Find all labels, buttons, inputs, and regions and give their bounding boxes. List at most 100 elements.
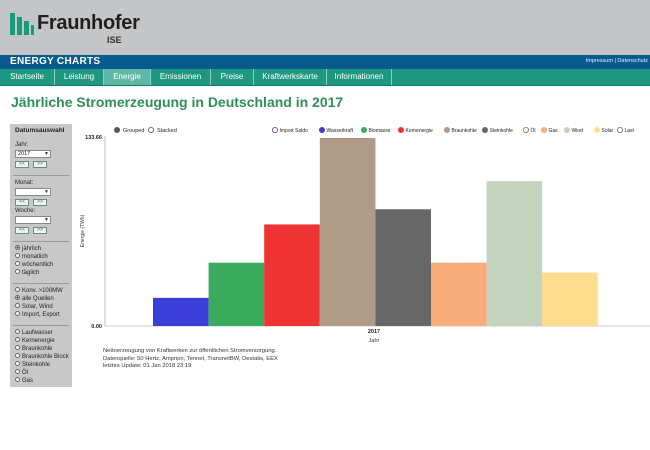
legend-item-last[interactable]: Last bbox=[617, 127, 635, 134]
bar-biomasse[interactable] bbox=[208, 262, 265, 326]
legend-item-wasserkraft[interactable]: Wasserkraft bbox=[319, 127, 354, 134]
interval-option-woechentlich[interactable]: wöchentlich bbox=[15, 261, 53, 268]
energy-source-laufwasser[interactable]: Laufwasser bbox=[15, 329, 53, 337]
year-next-button[interactable]: >> bbox=[33, 161, 47, 168]
radio-icon bbox=[15, 303, 20, 308]
legend-swatch bbox=[361, 127, 367, 133]
energy-source-steinkohle[interactable]: Steinkohle bbox=[15, 361, 51, 369]
legend-item-wind[interactable]: Wind bbox=[564, 127, 583, 134]
legend-label: Wasserkraft bbox=[327, 128, 354, 134]
energy-source-label: Gas bbox=[22, 378, 34, 385]
radio-icon bbox=[15, 369, 20, 374]
header-band: Fraunhofer ISE bbox=[0, 0, 650, 55]
month-label: Monat: bbox=[15, 180, 34, 186]
energy-source-label: Kernenergie bbox=[22, 338, 55, 345]
source-option-import-export[interactable]: Import, Export bbox=[15, 311, 60, 319]
radio-icon bbox=[15, 253, 20, 258]
legend-swatch bbox=[522, 127, 529, 133]
month-prev-button[interactable]: << bbox=[15, 199, 29, 206]
grouped-label: Grouped bbox=[123, 128, 144, 134]
interval-option-label: monatlich bbox=[22, 254, 48, 261]
legend-label: Öl bbox=[531, 127, 536, 134]
sidebar-divider bbox=[13, 283, 69, 284]
source-option-alle[interactable]: alle Quellen bbox=[15, 295, 54, 302]
legend-label: Gas bbox=[549, 128, 559, 134]
impressum-link[interactable]: Impressum bbox=[585, 58, 613, 64]
nav-informationen[interactable]: Informationen bbox=[327, 69, 392, 85]
nav-startseite[interactable]: Startseite bbox=[0, 69, 55, 85]
legend-item-gas[interactable]: Gas bbox=[541, 127, 558, 134]
bar-kernenergie[interactable] bbox=[264, 224, 320, 326]
energy-source-label: Öl bbox=[22, 370, 28, 377]
energy-source-braunkohle-block[interactable]: Braunkohle Block bbox=[15, 353, 69, 360]
bar-gas[interactable] bbox=[431, 262, 487, 326]
week-prev-button[interactable]: << bbox=[15, 227, 29, 234]
bar-wind[interactable] bbox=[486, 181, 543, 326]
source-option-konv[interactable]: Konv. >100MW bbox=[15, 287, 63, 294]
radio-icon bbox=[15, 269, 20, 274]
logo-name: Fraunhofer bbox=[37, 12, 140, 34]
nav-leistung[interactable]: Leistung bbox=[55, 69, 104, 85]
stacked-toggle[interactable]: Stacked bbox=[148, 127, 177, 134]
month-next-button[interactable]: >> bbox=[33, 199, 47, 206]
year-prev-button[interactable]: << bbox=[15, 161, 29, 168]
nav-energie[interactable]: Energie bbox=[104, 69, 151, 85]
week-next-button[interactable]: >> bbox=[33, 227, 47, 234]
year-select[interactable]: 2017 ▼ bbox=[15, 150, 51, 158]
legend-item-öl[interactable]: Öl bbox=[522, 127, 536, 134]
bar-wasserkraft[interactable] bbox=[153, 297, 209, 326]
radio-icon bbox=[15, 261, 20, 266]
date-selection-sidebar: Datumsauswahl Jahr: 2017 ▼ << >> Monat: ▼… bbox=[10, 124, 72, 387]
y-axis-label: Energie (TWh) bbox=[80, 214, 86, 247]
radio-icon bbox=[15, 345, 20, 350]
legend-item-steinkohle[interactable]: Steinkohle bbox=[482, 127, 513, 134]
chart-notes: Nettoerzeugung von Kraftwerken zur öffen… bbox=[103, 348, 278, 371]
energy-source-kernenergie[interactable]: Kernenergie bbox=[15, 337, 55, 345]
sidebar-divider bbox=[13, 325, 69, 326]
legend-swatch bbox=[319, 127, 325, 133]
grouped-toggle[interactable]: Grouped bbox=[114, 127, 144, 134]
energy-source-oel[interactable]: Öl bbox=[15, 369, 28, 377]
radio-icon bbox=[15, 377, 20, 382]
legend-item-braunkohle[interactable]: Braunkohle bbox=[444, 127, 477, 134]
radio-selected-icon bbox=[114, 127, 120, 133]
source-option-solar-wind[interactable]: Solar, Wind bbox=[15, 303, 53, 310]
legend-swatch bbox=[271, 127, 278, 133]
year-label: Jahr: bbox=[15, 142, 29, 148]
bar-steinkohle[interactable] bbox=[375, 209, 431, 326]
legend-item-biomasse[interactable]: Biomasse bbox=[361, 127, 391, 134]
legend-item-kernenergie[interactable]: Kernenergie bbox=[398, 127, 433, 134]
bar-braunkohle[interactable] bbox=[319, 138, 376, 326]
nav-emissionen[interactable]: Emissionen bbox=[151, 69, 211, 85]
energy-source-gas[interactable]: Gas bbox=[15, 377, 34, 385]
nav-kraftwerkskarte[interactable]: Kraftwerkskarte bbox=[254, 69, 327, 85]
x-tick-label: 2017 bbox=[368, 329, 380, 335]
chevron-down-icon: ▼ bbox=[44, 151, 49, 157]
fraunhofer-logo[interactable]: Fraunhofer ISE bbox=[9, 9, 140, 51]
legend-swatch bbox=[444, 127, 450, 133]
bar-solar[interactable] bbox=[542, 272, 598, 326]
source-option-label: Import, Export bbox=[22, 312, 60, 319]
month-select[interactable]: ▼ bbox=[15, 188, 51, 196]
energy-source-braunkohle[interactable]: Braunkohle bbox=[15, 345, 52, 352]
interval-option-jaehrlich[interactable]: jährlich bbox=[15, 245, 41, 252]
sidebar-divider bbox=[13, 241, 69, 242]
chevron-down-icon: ▼ bbox=[44, 189, 49, 195]
nav-preise[interactable]: Preise bbox=[211, 69, 254, 85]
legend-label: Solar bbox=[602, 128, 614, 134]
datenschutz-link[interactable]: Datenschutz bbox=[617, 58, 648, 64]
interval-option-monatlich[interactable]: monatlich bbox=[15, 253, 48, 261]
legend-swatch bbox=[617, 127, 624, 133]
week-select[interactable]: ▼ bbox=[15, 216, 51, 224]
legend-item-import-saldo[interactable]: Import Saldo bbox=[271, 127, 308, 134]
radio-icon bbox=[15, 329, 20, 334]
legend-item-solar[interactable]: Solar bbox=[594, 127, 614, 134]
legend-label: Wind bbox=[572, 128, 584, 134]
energy-source-label: Steinkohle bbox=[22, 362, 51, 369]
energy-source-label: Laufwasser bbox=[22, 330, 53, 337]
year-select-value: 2017 bbox=[18, 151, 31, 157]
radio-selected-icon bbox=[15, 245, 20, 250]
interval-option-taeglich[interactable]: täglich bbox=[15, 269, 39, 276]
radio-icon bbox=[15, 287, 20, 292]
